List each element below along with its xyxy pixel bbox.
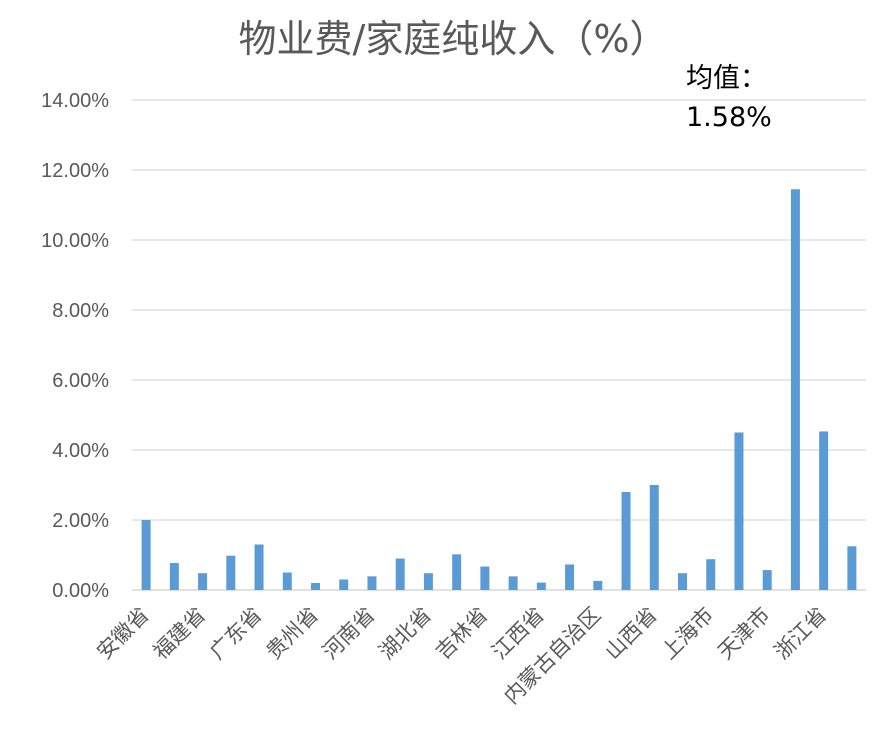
y-tick-label: 14.00% bbox=[41, 90, 109, 112]
bar bbox=[169, 563, 179, 590]
bars bbox=[141, 189, 857, 590]
bar bbox=[565, 564, 575, 590]
y-tick-label: 12.00% bbox=[41, 160, 109, 182]
x-tick-label: 安徽省 bbox=[92, 603, 154, 665]
x-axis-ticks: 安徽省福建省广东省贵州省河南省湖北省吉林省江西省内蒙古自治区山西省上海市天津市浙… bbox=[92, 603, 831, 709]
mean-annotation-value: 1.58% bbox=[686, 102, 772, 133]
bar bbox=[254, 544, 264, 590]
bar bbox=[678, 573, 687, 590]
y-axis-ticks: 0.00% 2.00% 4.00% 6.00% 8.00% 10.00% 12.00% 14.… bbox=[41, 90, 109, 602]
bar bbox=[706, 559, 716, 590]
bar bbox=[367, 576, 377, 590]
y-tick-label: 4.00% bbox=[52, 440, 109, 462]
x-tick-label: 广东省 bbox=[205, 603, 267, 665]
bar bbox=[423, 573, 433, 590]
bar bbox=[480, 566, 490, 590]
bar bbox=[536, 582, 546, 590]
y-tick-label: 8.00% bbox=[52, 300, 109, 322]
bar bbox=[198, 573, 208, 590]
bar bbox=[508, 576, 518, 590]
y-tick-label: 2.00% bbox=[52, 510, 109, 532]
bar bbox=[339, 579, 349, 590]
x-tick-label: 山西省 bbox=[600, 603, 662, 665]
bar bbox=[734, 432, 744, 590]
x-tick-label: 河南省 bbox=[318, 603, 380, 665]
bar bbox=[452, 554, 462, 590]
gridlines bbox=[132, 99, 866, 591]
bar bbox=[847, 546, 857, 590]
x-tick-label: 天津市 bbox=[713, 603, 775, 665]
y-tick-label: 0.00% bbox=[52, 580, 109, 602]
bar bbox=[395, 558, 405, 590]
bar bbox=[819, 431, 829, 590]
mean-annotation-label: 均值： bbox=[686, 63, 767, 94]
bar bbox=[226, 555, 236, 590]
y-tick-label: 6.00% bbox=[52, 370, 109, 392]
bar bbox=[593, 580, 603, 590]
x-tick-label: 浙江省 bbox=[770, 603, 832, 665]
bar bbox=[762, 570, 772, 590]
bar bbox=[790, 189, 800, 590]
x-tick-label: 吉林省 bbox=[431, 603, 493, 665]
chart-title: 物业费/家庭纯收入（%） bbox=[239, 17, 668, 61]
y-tick-label: 10.00% bbox=[41, 230, 109, 252]
x-tick-label: 上海市 bbox=[657, 603, 719, 665]
x-tick-label: 贵州省 bbox=[262, 603, 324, 665]
bar bbox=[649, 485, 659, 590]
bar bbox=[282, 572, 292, 590]
bar bbox=[141, 520, 151, 590]
bar bbox=[621, 492, 631, 590]
x-tick-label: 湖北省 bbox=[374, 603, 436, 665]
bar bbox=[311, 583, 320, 590]
x-tick-label: 福建省 bbox=[149, 603, 211, 665]
